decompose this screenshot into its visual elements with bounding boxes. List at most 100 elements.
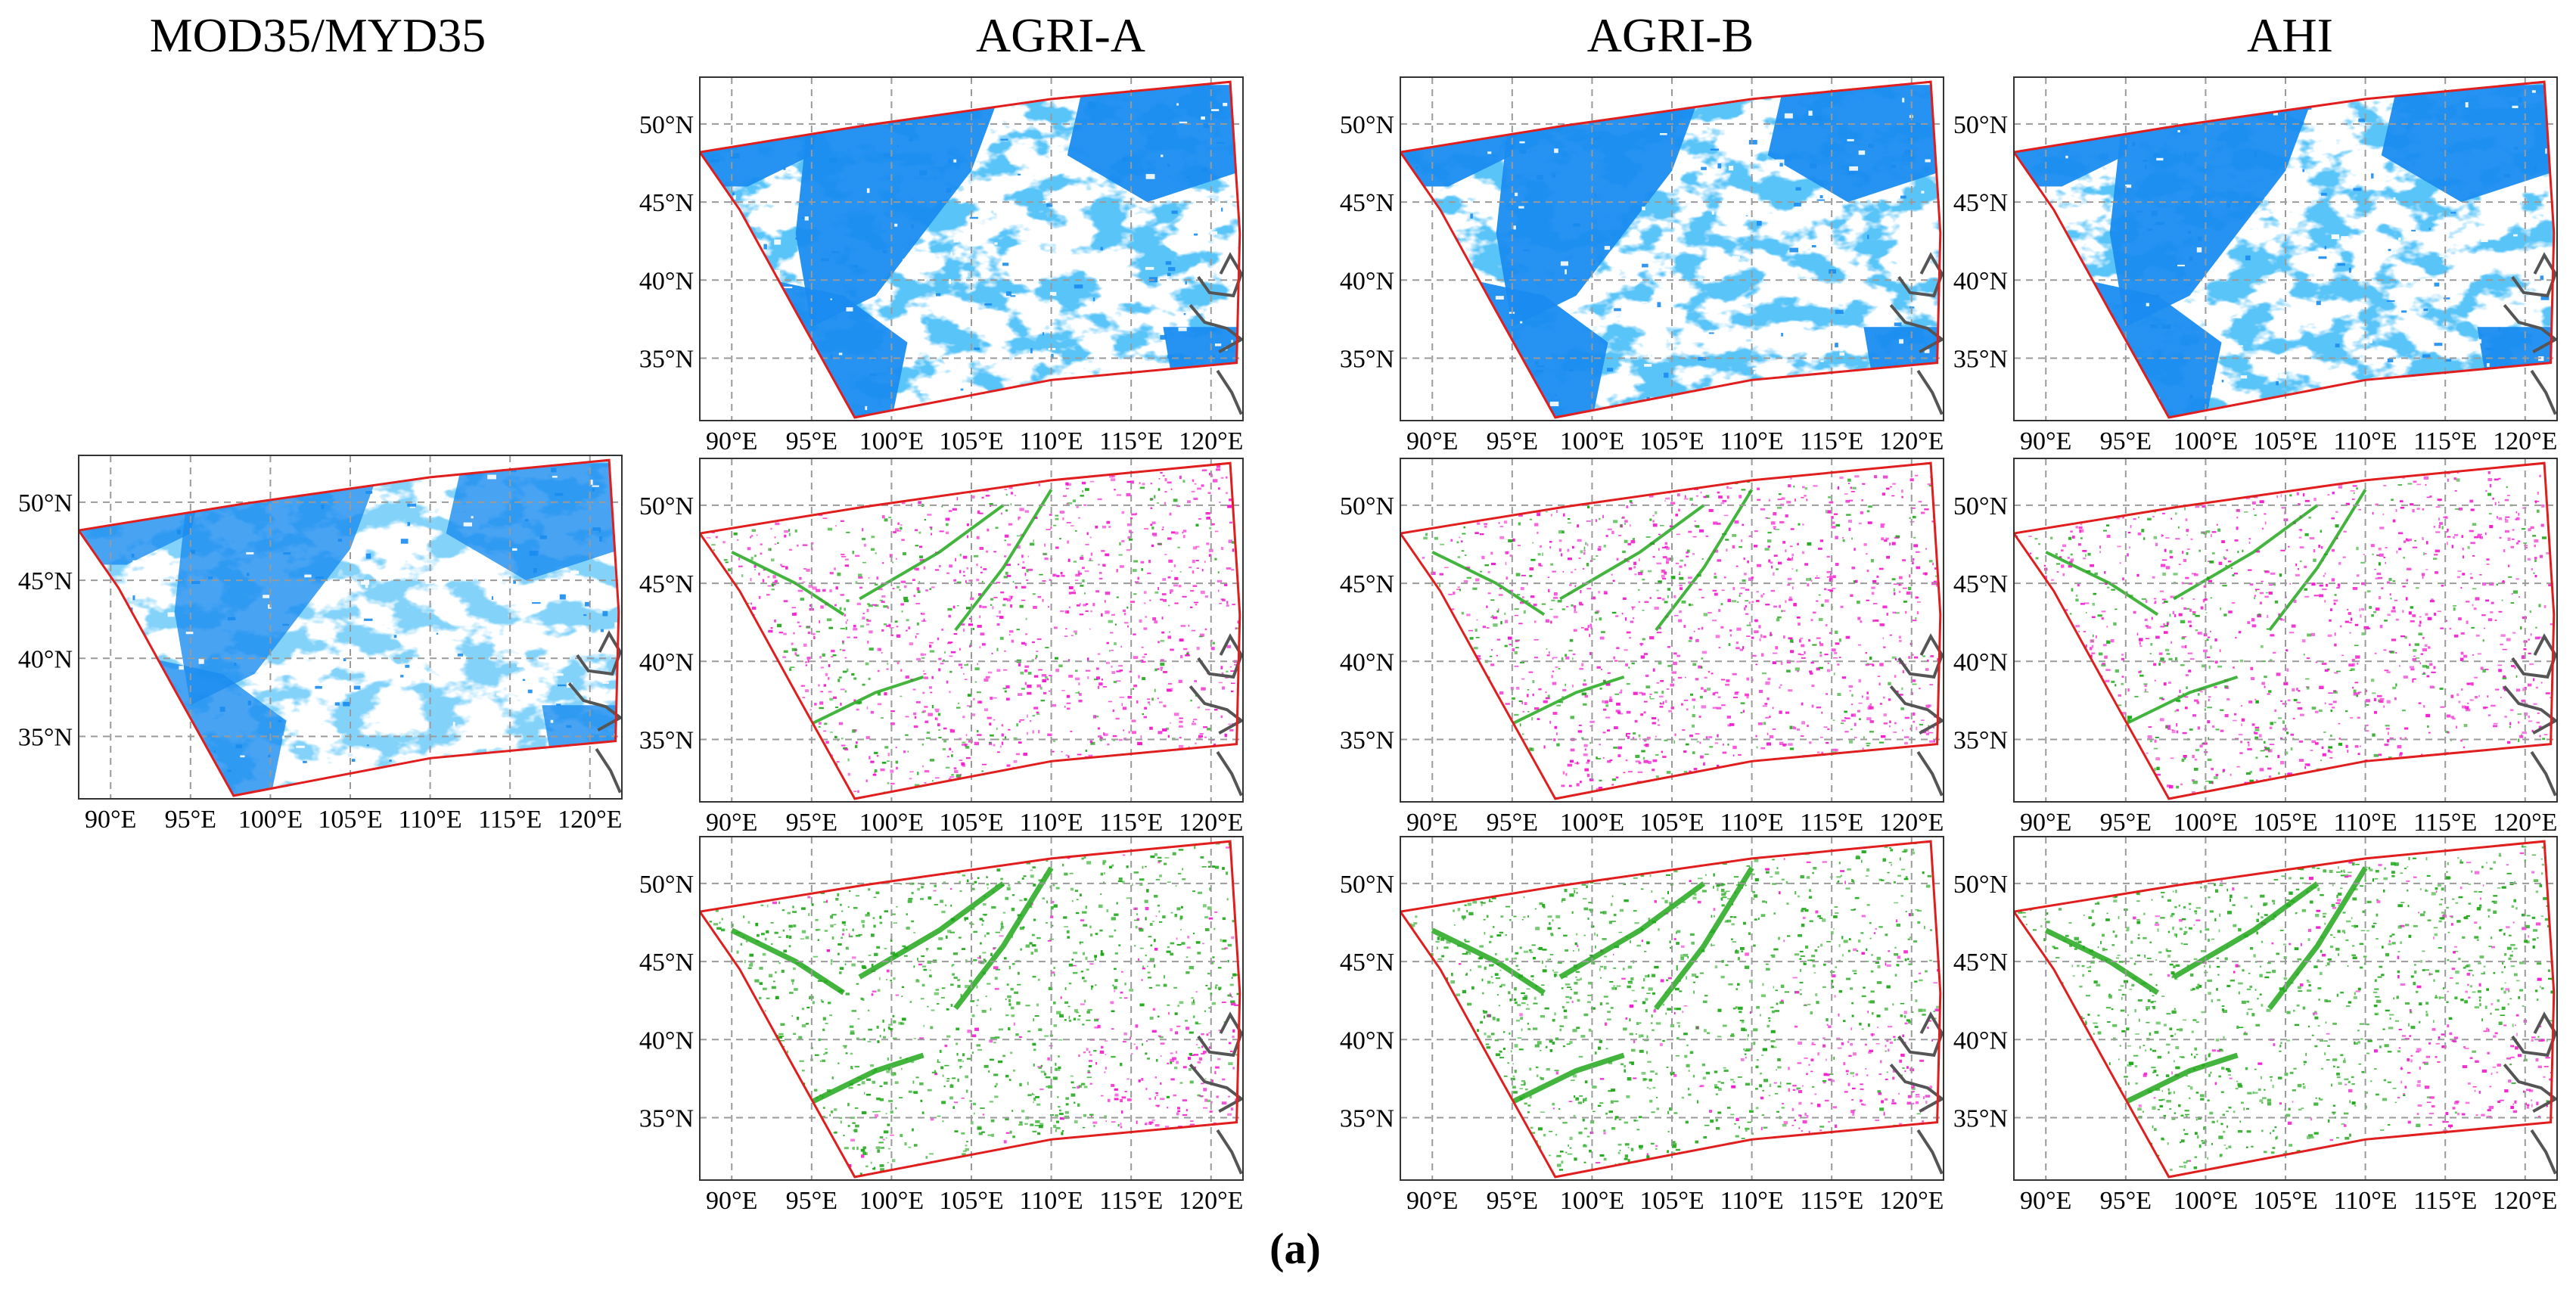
coastline: [2511, 633, 2557, 679]
coastline: [1197, 1011, 1243, 1058]
coastline: [1897, 252, 1944, 298]
lon-tick-label: 120°E: [1879, 809, 1944, 837]
cloud-band: [795, 85, 1004, 328]
map-frame: [699, 458, 1244, 803]
lon-tick-label: 100°E: [859, 427, 924, 455]
map-frame: [699, 76, 1244, 421]
cloud-band: [174, 463, 383, 706]
lon-tick-label: 105°E: [318, 806, 382, 834]
lat-tick-label: 35°N: [1340, 726, 1394, 754]
lon-tick-label: 105°E: [1639, 1187, 1704, 1215]
lat-tick-label: 50°N: [1340, 111, 1394, 139]
lon-tick-label: 95°E: [2100, 427, 2152, 455]
lat-tick-label: 45°N: [1953, 189, 2008, 217]
lon-tick-label: 100°E: [1560, 1187, 1624, 1215]
panel-label: (a): [1269, 1224, 1321, 1273]
lon-tick-label: 110°E: [1020, 1187, 1083, 1215]
lat-tick-label: 45°N: [1340, 949, 1394, 977]
lon-tick-label: 100°E: [859, 1187, 924, 1215]
domain-outline: [1400, 840, 1942, 1179]
lon-tick-label: 95°E: [2100, 1187, 2152, 1215]
lat-tick-label: 35°N: [1953, 1104, 2008, 1132]
map-panel-ahi-row3: 35°N 40°N 45°N 50°N 90°E 95°E 100°E 105°E 110°E 1…: [1953, 836, 2558, 1215]
coastline: [1897, 633, 1944, 679]
lon-tick-label: 90°E: [85, 806, 136, 834]
lat-tick-label: 35°N: [1953, 345, 2008, 373]
lon-tick-label: 105°E: [2253, 809, 2317, 837]
map-panel-reference: 35°N 40°N 45°N 50°N 90°E 95°E 100°E 105°E 110°E 1…: [18, 455, 623, 834]
lon-tick-label: 120°E: [1879, 1187, 1944, 1215]
lon-tick-label: 105°E: [1639, 427, 1704, 455]
coastline: [1197, 633, 1243, 679]
lon-tick-label: 100°E: [859, 809, 924, 837]
lon-tick-label: 120°E: [2493, 809, 2557, 837]
map-panel-agri-a-row1: 35°N 40°N 45°N 50°N 90°E 95°E 100°E 105°E 110°E 1…: [639, 76, 1244, 455]
map-frame: [2013, 458, 2558, 803]
lon-tick-label: 115°E: [478, 806, 542, 834]
lat-tick-label: 50°N: [1340, 871, 1394, 899]
lon-tick-label: 115°E: [1099, 427, 1163, 455]
lon-tick-label: 105°E: [2253, 427, 2317, 455]
lon-tick-label: 95°E: [2100, 809, 2152, 837]
lon-tick-label: 90°E: [2020, 809, 2071, 837]
lat-tick-label: 50°N: [18, 489, 73, 517]
lat-tick-label: 45°N: [1953, 949, 2008, 977]
lon-tick-label: 120°E: [2493, 1187, 2557, 1215]
lat-tick-label: 50°N: [1340, 492, 1394, 520]
domain-outline: [2014, 461, 2556, 800]
lon-tick-label: 95°E: [786, 427, 837, 455]
title-agri-a: AGRI-A: [976, 8, 1145, 62]
lat-tick-label: 35°N: [639, 726, 694, 754]
lat-tick-label: 45°N: [639, 949, 694, 977]
lat-tick-label: 50°N: [1953, 111, 2008, 139]
domain-outline: [700, 840, 1241, 1179]
lat-tick-label: 40°N: [1340, 648, 1394, 676]
lon-tick-label: 120°E: [2493, 427, 2557, 455]
lon-tick-label: 95°E: [786, 1187, 837, 1215]
lon-tick-label: 90°E: [1406, 809, 1458, 837]
lon-tick-label: 90°E: [706, 427, 757, 455]
lon-tick-label: 110°E: [1720, 1187, 1784, 1215]
lon-tick-label: 95°E: [1487, 427, 1538, 455]
lat-tick-label: 50°N: [1953, 871, 2008, 899]
map-frame: [2013, 76, 2558, 421]
map-frame: [2013, 836, 2558, 1181]
lon-tick-label: 95°E: [1487, 809, 1538, 837]
lon-tick-label: 110°E: [1020, 809, 1083, 837]
domain-outline: [1400, 80, 1942, 419]
lon-tick-label: 115°E: [2413, 1187, 2477, 1215]
cloud-band: [2381, 85, 2557, 203]
lon-tick-label: 110°E: [1720, 427, 1784, 455]
map-frame: [699, 836, 1244, 1181]
domain-outline: [2014, 840, 2556, 1179]
lon-tick-label: 115°E: [1800, 809, 1863, 837]
lon-tick-label: 105°E: [1639, 809, 1704, 837]
lon-tick-label: 120°E: [1179, 809, 1243, 837]
lon-tick-label: 100°E: [238, 806, 303, 834]
coastline: [2511, 252, 2557, 298]
lat-tick-label: 45°N: [1340, 189, 1394, 217]
lon-tick-label: 100°E: [2174, 1187, 2238, 1215]
coastline: [1897, 1011, 1944, 1058]
map-frame: [1400, 836, 1944, 1181]
lon-tick-label: 90°E: [2020, 1187, 2071, 1215]
lat-tick-label: 50°N: [639, 492, 694, 520]
lat-tick-label: 40°N: [639, 648, 694, 676]
lon-tick-label: 115°E: [1099, 1187, 1163, 1215]
lat-tick-label: 50°N: [1953, 492, 2008, 520]
lat-tick-label: 35°N: [639, 345, 694, 373]
title-agri-b: AGRI-B: [1587, 8, 1754, 62]
lon-tick-label: 90°E: [706, 1187, 757, 1215]
lon-tick-label: 115°E: [2413, 427, 2477, 455]
lon-tick-label: 90°E: [1406, 1187, 1458, 1215]
lat-tick-label: 40°N: [639, 1027, 694, 1054]
lon-tick-label: 90°E: [2020, 427, 2071, 455]
domain-outline: [700, 80, 1241, 419]
lat-tick-label: 40°N: [1340, 1027, 1394, 1054]
map-panel-ahi-row2: 35°N 40°N 45°N 50°N 90°E 95°E 100°E 105°E 110°E 1…: [1953, 458, 2558, 837]
lon-tick-label: 110°E: [1720, 809, 1784, 837]
lon-tick-label: 100°E: [2174, 427, 2238, 455]
lat-tick-label: 35°N: [18, 723, 73, 751]
map-frame: [78, 455, 623, 800]
lat-tick-label: 40°N: [18, 645, 73, 673]
